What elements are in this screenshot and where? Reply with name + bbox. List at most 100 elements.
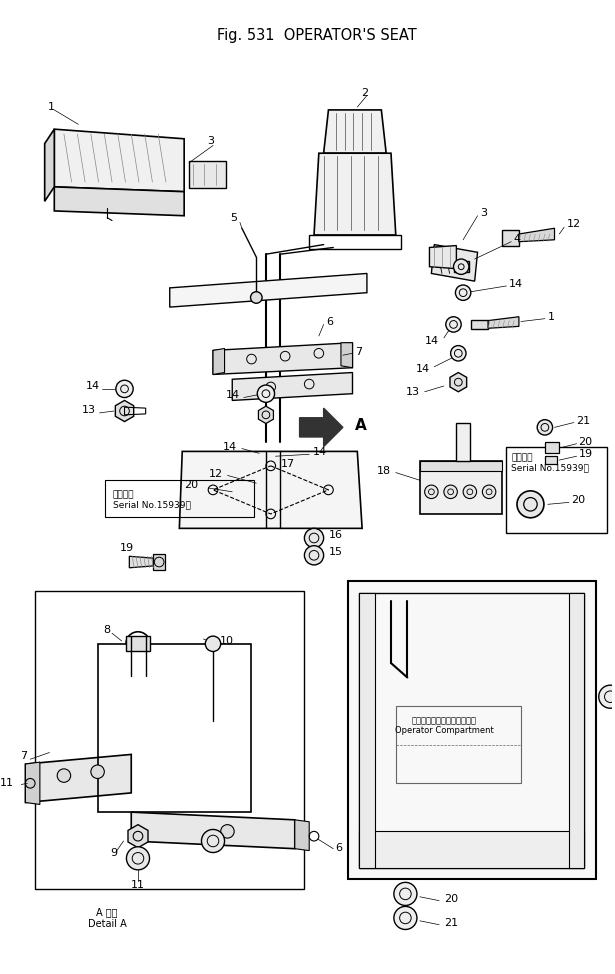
Polygon shape xyxy=(54,187,184,215)
Text: Fig. 531  OPERATOR'S SEAT: Fig. 531 OPERATOR'S SEAT xyxy=(217,28,417,44)
Circle shape xyxy=(202,830,224,852)
Text: 4: 4 xyxy=(513,234,520,244)
Text: 1: 1 xyxy=(47,102,55,112)
Circle shape xyxy=(127,846,149,870)
Polygon shape xyxy=(431,244,478,281)
Text: 16: 16 xyxy=(328,530,343,541)
Circle shape xyxy=(304,528,323,547)
Text: 12: 12 xyxy=(567,219,581,230)
Polygon shape xyxy=(25,762,40,805)
Circle shape xyxy=(394,907,417,929)
Text: 18: 18 xyxy=(377,466,391,475)
Text: 10: 10 xyxy=(220,636,234,646)
Polygon shape xyxy=(127,636,151,652)
Text: 15: 15 xyxy=(328,547,343,557)
Polygon shape xyxy=(129,556,153,568)
Text: 3: 3 xyxy=(480,207,488,218)
Circle shape xyxy=(599,685,615,708)
Text: 適用号機
Serial No.15939～: 適用号機 Serial No.15939～ xyxy=(113,490,191,509)
Polygon shape xyxy=(128,825,148,847)
Text: 14: 14 xyxy=(425,336,439,346)
Polygon shape xyxy=(519,228,555,242)
Circle shape xyxy=(444,485,458,499)
Circle shape xyxy=(451,346,466,361)
Text: 14: 14 xyxy=(85,381,100,391)
Polygon shape xyxy=(314,153,396,235)
Polygon shape xyxy=(300,408,343,447)
Text: 11: 11 xyxy=(131,880,145,890)
Text: A: A xyxy=(355,418,367,432)
Circle shape xyxy=(91,765,105,778)
Polygon shape xyxy=(545,456,557,464)
Text: 7: 7 xyxy=(355,348,362,357)
Text: 20: 20 xyxy=(444,894,458,904)
Polygon shape xyxy=(295,820,309,850)
Text: 21: 21 xyxy=(444,918,458,928)
Circle shape xyxy=(446,317,461,332)
Polygon shape xyxy=(420,461,502,470)
Text: 6: 6 xyxy=(327,317,333,326)
Text: 20: 20 xyxy=(579,436,593,447)
Polygon shape xyxy=(153,554,165,570)
Text: 14: 14 xyxy=(226,390,240,399)
Text: 14: 14 xyxy=(415,363,429,374)
Text: 20: 20 xyxy=(571,495,585,505)
Circle shape xyxy=(394,882,417,906)
Circle shape xyxy=(250,292,262,303)
Circle shape xyxy=(456,285,471,300)
Polygon shape xyxy=(45,130,54,202)
Polygon shape xyxy=(456,423,470,461)
Polygon shape xyxy=(25,755,131,803)
Polygon shape xyxy=(258,406,274,424)
Text: 6: 6 xyxy=(335,843,342,852)
Polygon shape xyxy=(213,349,224,374)
Text: 12: 12 xyxy=(208,468,223,478)
Circle shape xyxy=(517,491,544,518)
Text: 1: 1 xyxy=(548,312,555,321)
Text: 適用号機
Serial No.15939～: 適用号機 Serial No.15939～ xyxy=(511,453,589,472)
Polygon shape xyxy=(170,274,367,307)
Text: 11: 11 xyxy=(0,778,14,788)
Polygon shape xyxy=(429,245,456,269)
Polygon shape xyxy=(116,400,133,422)
Text: 20: 20 xyxy=(184,480,199,490)
Circle shape xyxy=(453,259,469,275)
Text: 19: 19 xyxy=(579,449,593,460)
Polygon shape xyxy=(569,593,584,868)
Text: 19: 19 xyxy=(120,543,134,552)
Text: 9: 9 xyxy=(110,848,117,858)
Polygon shape xyxy=(213,343,352,374)
Circle shape xyxy=(482,485,496,499)
Polygon shape xyxy=(359,593,375,868)
Text: 14: 14 xyxy=(313,447,327,458)
Circle shape xyxy=(57,768,71,782)
Circle shape xyxy=(424,485,438,499)
Polygon shape xyxy=(341,343,352,368)
Circle shape xyxy=(304,545,323,565)
Polygon shape xyxy=(131,812,295,848)
Text: 13: 13 xyxy=(82,405,96,415)
Text: 14: 14 xyxy=(509,279,523,289)
Polygon shape xyxy=(323,110,386,153)
Polygon shape xyxy=(54,130,184,192)
Text: 17: 17 xyxy=(280,459,295,468)
Bar xyxy=(506,447,608,533)
Polygon shape xyxy=(488,317,519,328)
Text: 21: 21 xyxy=(576,416,590,426)
Circle shape xyxy=(205,636,221,652)
Text: A 詳図
Detail A: A 詳図 Detail A xyxy=(88,907,127,929)
Circle shape xyxy=(116,380,133,397)
Text: 13: 13 xyxy=(406,387,420,396)
Text: 8: 8 xyxy=(103,625,110,635)
Polygon shape xyxy=(502,230,519,245)
Text: 14: 14 xyxy=(223,441,237,452)
Polygon shape xyxy=(453,261,469,273)
Polygon shape xyxy=(180,451,362,528)
Circle shape xyxy=(221,825,234,838)
Bar xyxy=(396,706,521,783)
Text: 2: 2 xyxy=(362,88,368,97)
Polygon shape xyxy=(189,161,226,188)
Circle shape xyxy=(257,385,274,402)
Polygon shape xyxy=(471,319,488,329)
Circle shape xyxy=(537,420,553,435)
